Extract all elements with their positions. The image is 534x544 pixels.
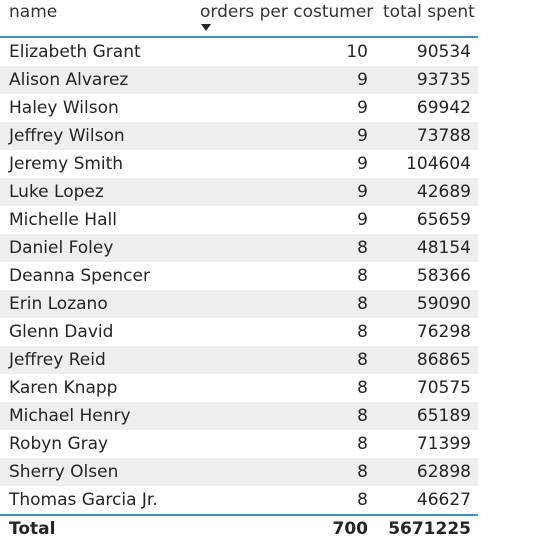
cell-orders: 8 — [357, 294, 368, 314]
cell-orders: 8 — [357, 322, 368, 342]
cell-orders: 8 — [357, 350, 368, 370]
cell-total-spent: 46627 — [416, 490, 471, 510]
table-row[interactable]: Deanna Spencer 8 58366 — [0, 262, 478, 290]
table-row[interactable]: Jeffrey Wilson 9 73788 — [0, 122, 478, 150]
cell-name: Erin Lozano — [9, 294, 108, 314]
cell-orders: 8 — [357, 266, 368, 286]
cell-orders: 9 — [357, 126, 368, 146]
table-row[interactable]: Sherry Olsen 8 62898 — [0, 458, 478, 486]
table-body: Elizabeth Grant 10 90534 Alison Alvarez 9 937… — [0, 38, 478, 514]
cell-orders: 8 — [357, 378, 368, 398]
table-row[interactable]: Elizabeth Grant 10 90534 — [0, 38, 478, 66]
cell-total-spent: 62898 — [416, 462, 471, 482]
column-header-orders[interactable]: orders per costumer — [200, 2, 374, 22]
cell-name: Daniel Foley — [9, 238, 114, 258]
cell-name: Jeffrey Wilson — [9, 126, 125, 146]
cell-name: Glenn David — [9, 322, 114, 342]
cell-name: Jeffrey Reid — [9, 350, 106, 370]
cell-total-spent: 65659 — [416, 210, 471, 230]
cell-orders: 8 — [357, 462, 368, 482]
sort-descending-icon[interactable] — [201, 24, 211, 31]
table-header: name orders per costumer total spent — [0, 0, 478, 38]
table-row[interactable]: Daniel Foley 8 48154 — [0, 234, 478, 262]
table-row[interactable]: Jeffrey Reid 8 86865 — [0, 346, 478, 374]
table-total-row: Total 700 5671225 — [0, 514, 478, 544]
total-spent: 5671225 — [388, 519, 471, 539]
cell-total-spent: 70575 — [416, 378, 471, 398]
table-row[interactable]: Haley Wilson 9 69942 — [0, 94, 478, 122]
cell-name: Michelle Hall — [9, 210, 117, 230]
cell-orders: 9 — [357, 70, 368, 90]
orders-table: name orders per costumer total spent Eli… — [0, 0, 478, 514]
cell-name: Elizabeth Grant — [9, 42, 141, 62]
cell-name: Robyn Gray — [9, 434, 109, 454]
table-row[interactable]: Michelle Hall 9 65659 — [0, 206, 478, 234]
cell-name: Luke Lopez — [9, 182, 104, 202]
cell-name: Deanna Spencer — [9, 266, 150, 286]
cell-total-spent: 73788 — [416, 126, 471, 146]
cell-total-spent: 59090 — [416, 294, 471, 314]
cell-name: Thomas Garcia Jr. — [9, 490, 158, 510]
table-row[interactable]: Michael Henry 8 65189 — [0, 402, 478, 430]
table-row[interactable]: Jeremy Smith 9 104604 — [0, 150, 478, 178]
cell-name: Jeremy Smith — [9, 154, 124, 174]
cell-name: Michael Henry — [9, 406, 131, 426]
table-row[interactable]: Glenn David 8 76298 — [0, 318, 478, 346]
table-row[interactable]: Robyn Gray 8 71399 — [0, 430, 478, 458]
cell-total-spent: 58366 — [416, 266, 471, 286]
cell-orders: 10 — [346, 42, 368, 62]
cell-total-spent: 90534 — [416, 42, 471, 62]
cell-orders: 9 — [357, 98, 368, 118]
cell-total-spent: 71399 — [416, 434, 471, 454]
cell-orders: 8 — [357, 238, 368, 258]
cell-total-spent: 69942 — [416, 98, 471, 118]
table-row[interactable]: Karen Knapp 8 70575 — [0, 374, 478, 402]
cell-total-spent: 42689 — [416, 182, 471, 202]
cell-name: Alison Alvarez — [9, 70, 129, 90]
cell-total-spent: 86865 — [416, 350, 471, 370]
cell-orders: 9 — [357, 210, 368, 230]
table-row[interactable]: Luke Lopez 9 42689 — [0, 178, 478, 206]
cell-total-spent: 48154 — [416, 238, 471, 258]
column-header-name[interactable]: name — [9, 2, 58, 22]
total-label: Total — [9, 519, 56, 539]
cell-name: Haley Wilson — [9, 98, 119, 118]
column-header-total-spent[interactable]: total spent — [383, 2, 475, 22]
cell-orders: 8 — [357, 406, 368, 426]
table-row[interactable]: Alison Alvarez 9 93735 — [0, 66, 478, 94]
cell-total-spent: 104604 — [406, 154, 471, 174]
cell-orders: 9 — [357, 182, 368, 202]
cell-name: Karen Knapp — [9, 378, 118, 398]
cell-total-spent: 93735 — [416, 70, 471, 90]
cell-orders: 9 — [357, 154, 368, 174]
cell-orders: 8 — [357, 434, 368, 454]
cell-total-spent: 76298 — [416, 322, 471, 342]
cell-total-spent: 65189 — [416, 406, 471, 426]
cell-name: Sherry Olsen — [9, 462, 119, 482]
total-orders: 700 — [332, 519, 369, 539]
table-row[interactable]: Erin Lozano 8 59090 — [0, 290, 478, 318]
table-row[interactable]: Thomas Garcia Jr. 8 46627 — [0, 486, 478, 514]
cell-orders: 8 — [357, 490, 368, 510]
